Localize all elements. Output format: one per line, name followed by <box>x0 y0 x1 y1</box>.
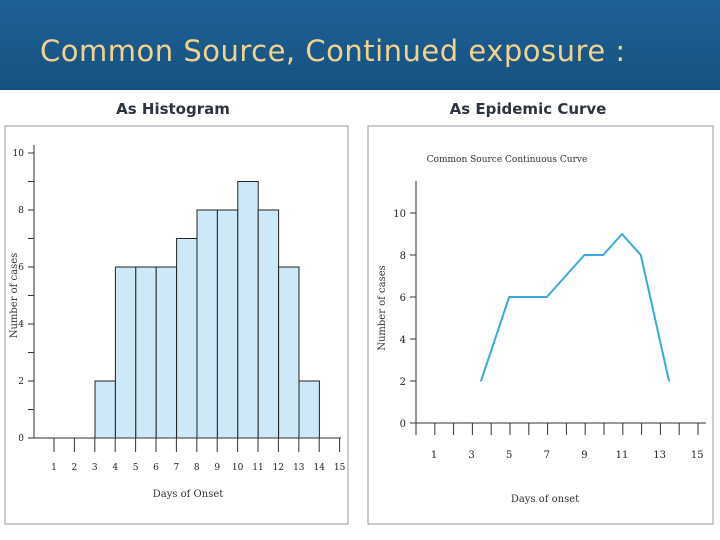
histogram-bar <box>196 209 218 439</box>
epidemic-x-tick-label: 9 <box>581 450 587 461</box>
epidemic-curve-point <box>564 275 567 277</box>
epidemic-plot: Common Source Continuous Curve 0 2 4 6 8 10 Num… <box>377 155 706 505</box>
histogram-x-tick-label: 8 <box>194 463 200 473</box>
epidemic-x-tick-label: 5 <box>506 450 512 461</box>
histogram-y-label: Number of cases <box>9 253 20 339</box>
epidemic-curve-point <box>668 380 670 382</box>
histogram-x-tick-label: 12 <box>273 463 284 473</box>
histogram-x-tick-label: 14 <box>313 463 325 473</box>
histogram-bar <box>237 181 259 439</box>
histogram-bar <box>176 238 198 439</box>
epidemic-x-tick-label: 13 <box>653 450 666 461</box>
histogram-y-tick-label: 8 <box>18 206 24 216</box>
epidemic-x-tick-label: 7 <box>544 450 550 461</box>
histogram-x-tick-label: 15 <box>334 463 346 473</box>
histogram-bar <box>257 209 280 439</box>
epidemic-heading: As Epidemic Curve <box>450 100 607 118</box>
epidemic-x-label: Days of onset <box>511 494 579 505</box>
histogram-y-tick-label: 6 <box>18 263 24 273</box>
epidemic-x-tick-label: 1 <box>431 450 437 461</box>
histogram-x-tick-label: 1 <box>51 463 57 473</box>
epidemic-y-tick-label: 10 <box>393 209 406 220</box>
histogram-x-tick-label: 2 <box>72 463 78 473</box>
histogram-x-tick-label: 7 <box>174 463 180 473</box>
epidemic-x-tick-label: 11 <box>616 450 629 461</box>
histogram-x-tick-label: 10 <box>232 463 244 473</box>
epidemic-chart-title: Common Source Continuous Curve <box>427 155 588 165</box>
epidemic-curve-point <box>508 296 511 298</box>
slide-title: Common Source, Continued exposure : <box>40 34 626 68</box>
histogram-x-tick-label: 4 <box>112 463 118 473</box>
epidemic-curve-point <box>527 296 529 298</box>
histogram-x-tick-label: 5 <box>133 463 139 473</box>
histogram-bar <box>278 266 300 439</box>
epidemic-curve-point <box>649 296 651 298</box>
histogram-x-tick-label: 11 <box>252 463 263 473</box>
histogram-bar <box>135 266 157 439</box>
histogram-y-tick-label: 2 <box>18 377 24 387</box>
epidemic-curve-point <box>602 254 604 256</box>
epidemic-curve-point <box>583 254 586 256</box>
histogram-bar <box>94 380 116 439</box>
epidemic-y-label: Number of cases <box>377 265 388 351</box>
epidemic-curve-point <box>640 254 642 256</box>
epidemic-y-tick-label: 8 <box>400 251 406 262</box>
epidemic-curve-panel: As Epidemic Curve Common Source Continuo… <box>367 100 714 525</box>
epidemic-y-tick-label: 4 <box>400 335 406 346</box>
epidemic-curve-point <box>480 380 482 382</box>
title-bar: Common Source, Continued exposure : <box>0 0 720 90</box>
epidemic-y-tick-label: 6 <box>400 293 406 304</box>
histogram-y-tick-label: 4 <box>18 320 24 330</box>
histogram-bar <box>114 266 137 439</box>
histogram-y-tick-label: 0 <box>18 434 24 444</box>
histogram-x-tick-label: 3 <box>92 463 98 473</box>
epidemic-frame <box>367 125 714 525</box>
epidemic-x-tick-label: 15 <box>691 450 704 461</box>
histogram-y-tick-label: 10 <box>13 149 25 159</box>
histogram-bar <box>298 380 320 439</box>
histogram-x-label: Days of Onset <box>153 489 224 500</box>
histogram-bar <box>155 266 178 439</box>
epidemic-y-tick-label: 2 <box>400 377 406 388</box>
histogram-bar <box>216 209 239 439</box>
epidemic-curve-point <box>621 233 623 235</box>
epidemic-y-tick-label: 0 <box>400 419 406 430</box>
epidemic-x-tick-label: 3 <box>468 450 474 461</box>
slide-body: As Histogram 0 2 4 6 8 10 Number of cases 1 2 3 4 5… <box>0 90 720 540</box>
histogram-x-tick-label: 9 <box>214 463 220 473</box>
histogram-x-tick-label: 6 <box>153 463 159 473</box>
histogram-x-tick-label: 13 <box>293 463 305 473</box>
epidemic-curve-point <box>546 296 548 298</box>
histogram-heading: As Histogram <box>116 100 230 118</box>
